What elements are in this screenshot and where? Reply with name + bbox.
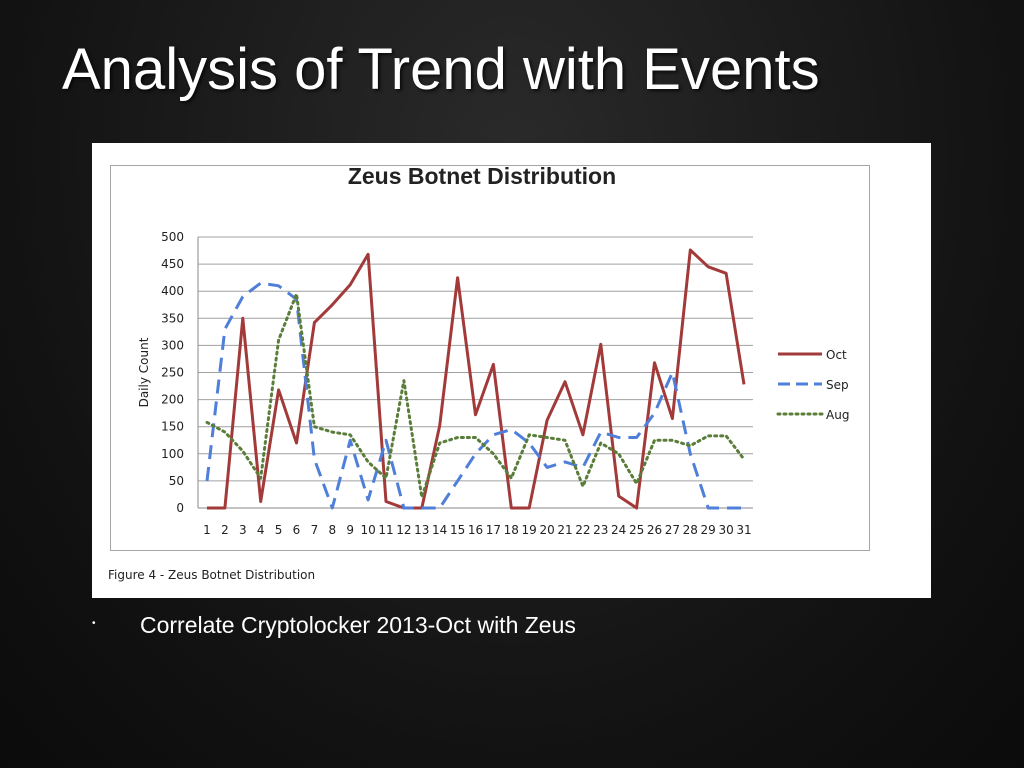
- y-tick-label: 250: [161, 366, 184, 380]
- bullet-text: Correlate Cryptolocker 2013-Oct with Zeu…: [140, 612, 576, 638]
- figure-caption: Figure 4 - Zeus Botnet Distribution: [108, 568, 316, 582]
- x-tick-label: 8: [328, 523, 336, 537]
- y-tick-label: 150: [161, 420, 184, 434]
- x-tick-label: 16: [468, 523, 483, 537]
- series-line-oct: [207, 248, 746, 510]
- legend-label-oct: Oct: [826, 348, 847, 362]
- x-tick-label: 7: [311, 523, 319, 537]
- x-tick-label: 10: [360, 523, 375, 537]
- y-tick-label: 200: [161, 393, 184, 407]
- x-tick-label: 17: [486, 523, 501, 537]
- y-tick-label: 450: [161, 257, 184, 271]
- x-tick-label: 5: [275, 523, 283, 537]
- x-tick-label: 27: [665, 523, 680, 537]
- y-tick-label: 400: [161, 284, 184, 298]
- figure-panel: Zeus Botnet Distribution 0 50 100 150 200 250…: [92, 143, 931, 598]
- y-tick-label: 300: [161, 338, 184, 352]
- x-tick-label: 26: [647, 523, 662, 537]
- x-tick-label: 20: [539, 523, 554, 537]
- chart-title: Zeus Botnet Distribution: [347, 163, 617, 189]
- x-tick-label: 13: [414, 523, 429, 537]
- x-tick-label: 25: [629, 523, 644, 537]
- x-tick-label: 21: [557, 523, 572, 537]
- x-tick-label: 30: [718, 523, 733, 537]
- x-tick-label: 12: [396, 523, 411, 537]
- y-tick-label: 0: [176, 501, 184, 515]
- y-tick-label: 350: [161, 311, 184, 325]
- x-tick-label: 14: [432, 523, 447, 537]
- x-tick-label: 24: [611, 523, 626, 537]
- x-tick-label: 29: [701, 523, 716, 537]
- series-line-aug: [205, 292, 746, 499]
- x-tick-label: 9: [346, 523, 354, 537]
- x-tick-label: 11: [378, 523, 393, 537]
- slide-title: Analysis of Trend with Events: [62, 37, 820, 102]
- x-tick-label: 23: [593, 523, 608, 537]
- x-tick-label: 19: [522, 523, 537, 537]
- legend-label-sep: Sep: [826, 378, 849, 392]
- y-tick-label: 500: [161, 230, 184, 244]
- legend-label-aug: Aug: [826, 408, 849, 422]
- x-tick-label: 3: [239, 523, 247, 537]
- y-axis-label: Daily Count: [137, 337, 151, 407]
- x-tick-label: 6: [293, 523, 301, 537]
- x-tick-label: 4: [257, 523, 265, 537]
- x-tick-label: 28: [683, 523, 698, 537]
- x-tick-label: 22: [575, 523, 590, 537]
- x-tick-label: 2: [221, 523, 229, 537]
- y-tick-label: 50: [169, 474, 184, 488]
- chart-frame: [110, 165, 870, 551]
- x-tick-label: 31: [736, 523, 751, 537]
- y-tick-label: 100: [161, 447, 184, 461]
- x-tick-label: 1: [203, 523, 211, 537]
- x-tick-label: 15: [450, 523, 465, 537]
- bullet-marker: •: [92, 618, 96, 629]
- x-tick-label: 18: [504, 523, 519, 537]
